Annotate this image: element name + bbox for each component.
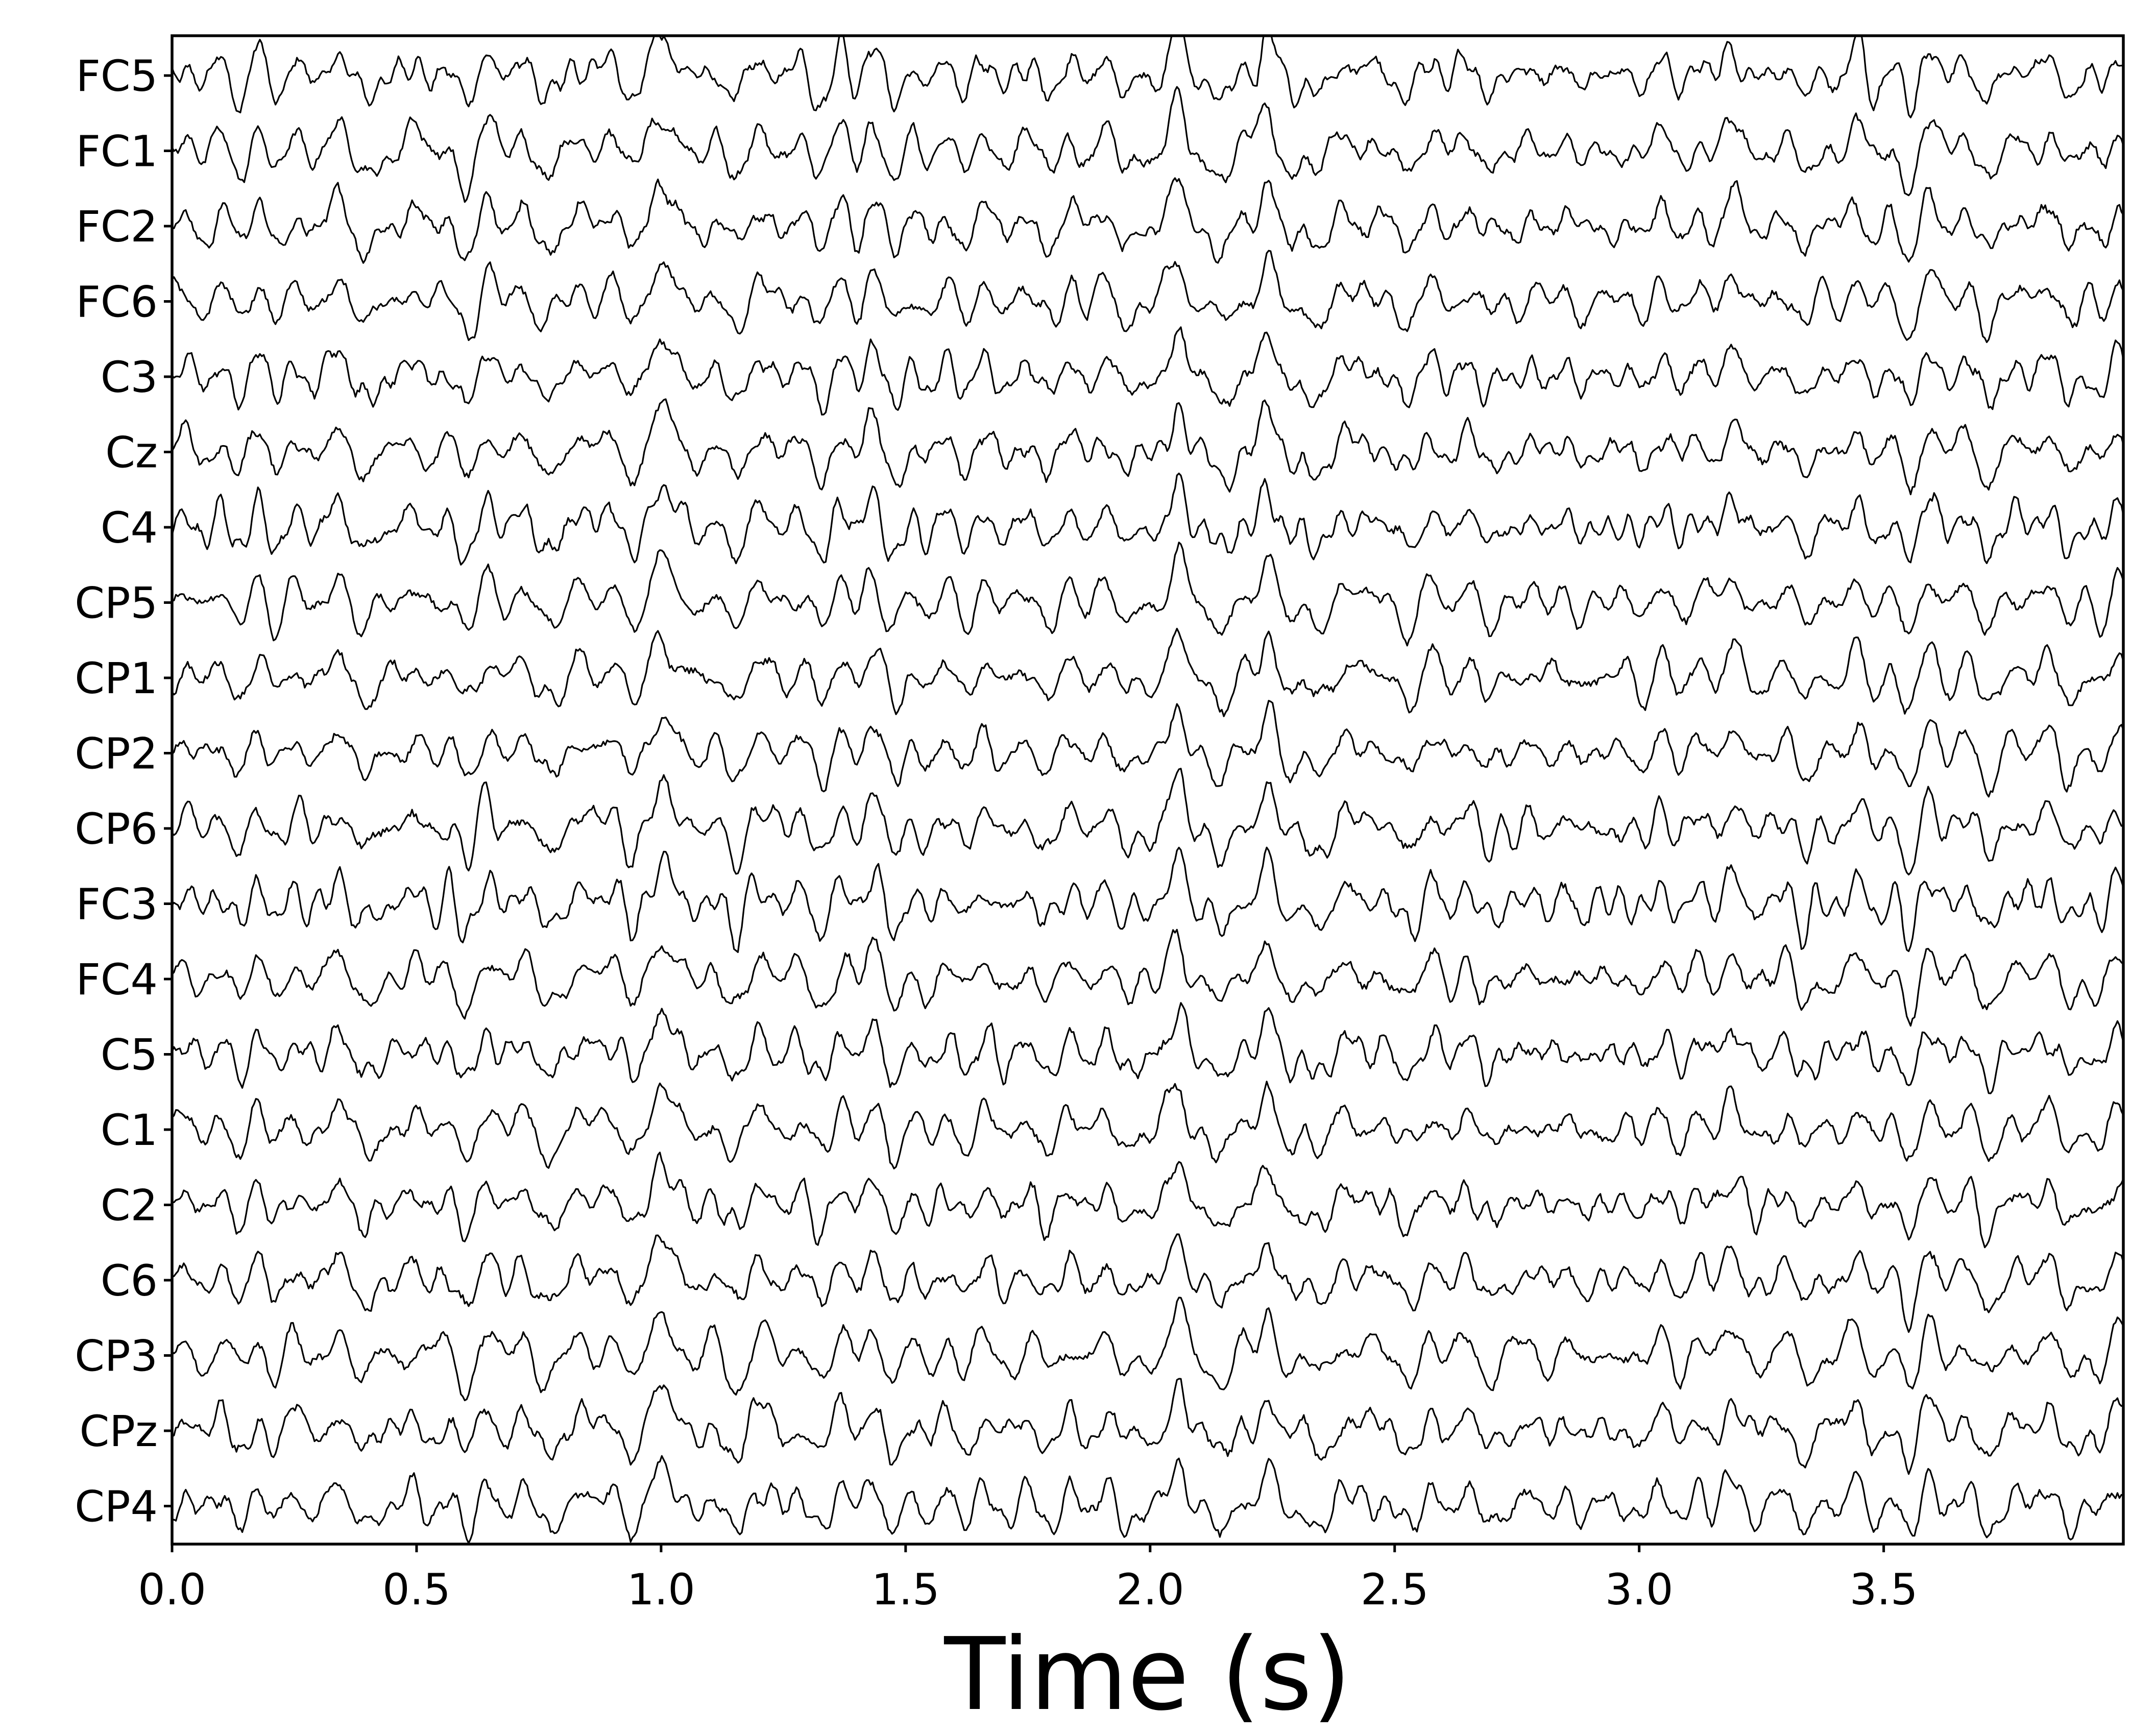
trace-c4: [172, 472, 2123, 566]
x-tick-label: 2.5: [1361, 1565, 1429, 1615]
x-tick-label: 0.0: [138, 1565, 206, 1615]
channel-label-c5: C5: [101, 1030, 158, 1080]
trace-cp4: [172, 1455, 2123, 1544]
trace-c6: [172, 1233, 2123, 1333]
channel-label-cp5: CP5: [75, 578, 158, 628]
channel-label-fc1: FC1: [76, 127, 158, 177]
trace-fc1: [172, 86, 2123, 203]
trace-fc5: [172, 36, 2123, 118]
y-axis: FC5 FC1 FC2 FC6 C3 Cz C4 CP5 CP1 CP2 CP6 FC3 FC4 C5 C1…: [75, 51, 172, 1532]
channel-label-fc6: FC6: [76, 277, 158, 327]
trace-fc4: [172, 928, 2123, 1027]
trace-cpz: [172, 1378, 2123, 1475]
channel-label-c4: C4: [101, 503, 158, 553]
trace-c5: [172, 1002, 2123, 1094]
channel-label-cp6: CP6: [75, 804, 158, 854]
x-axis: 0.0 0.5 1.0 1.5 2.0 2.5 3.0 3.5: [138, 1544, 1918, 1615]
eeg-traces: [172, 36, 2123, 1544]
channel-label-fc4: FC4: [76, 955, 158, 1005]
x-tick-label: 2.0: [1116, 1565, 1184, 1615]
trace-fc6: [172, 250, 2123, 344]
trace-c2: [172, 1152, 2123, 1249]
channel-label-c3: C3: [101, 352, 158, 402]
channel-label-c1: C1: [101, 1105, 158, 1155]
plot-frame: [171, 34, 2125, 1546]
channel-label-cpz: CPz: [80, 1406, 158, 1456]
trace-c3: [172, 326, 2123, 416]
trace-cp1: [172, 627, 2123, 717]
trace-c1: [172, 1081, 2123, 1169]
x-tick-label: 3.0: [1605, 1565, 1674, 1615]
x-tick-label: 1.5: [871, 1565, 940, 1615]
trace-cp3: [172, 1297, 2123, 1401]
trace-cz: [172, 398, 2123, 496]
trace-cp5: [172, 542, 2123, 647]
channel-label-c2: C2: [101, 1181, 158, 1231]
x-axis-label: Time (s): [943, 1617, 1351, 1733]
channel-label-fc5: FC5: [76, 51, 158, 101]
trace-fc2: [172, 177, 2123, 264]
x-tick-label: 1.0: [627, 1565, 695, 1615]
x-tick-label: 0.5: [382, 1565, 451, 1615]
channel-label-cp3: CP3: [75, 1331, 158, 1381]
channel-label-cp4: CP4: [75, 1482, 158, 1532]
trace-cp2: [172, 700, 2123, 798]
x-tick-label: 3.5: [1850, 1565, 1918, 1615]
channel-label-fc2: FC2: [76, 202, 158, 252]
trace-fc3: [172, 846, 2123, 953]
channel-label-cp1: CP1: [75, 653, 158, 703]
channel-label-cp2: CP2: [75, 729, 158, 779]
trace-cp6: [172, 768, 2123, 875]
channel-label-c6: C6: [101, 1256, 158, 1306]
channel-label-fc3: FC3: [76, 879, 158, 930]
channel-label-cz: Cz: [105, 428, 158, 478]
